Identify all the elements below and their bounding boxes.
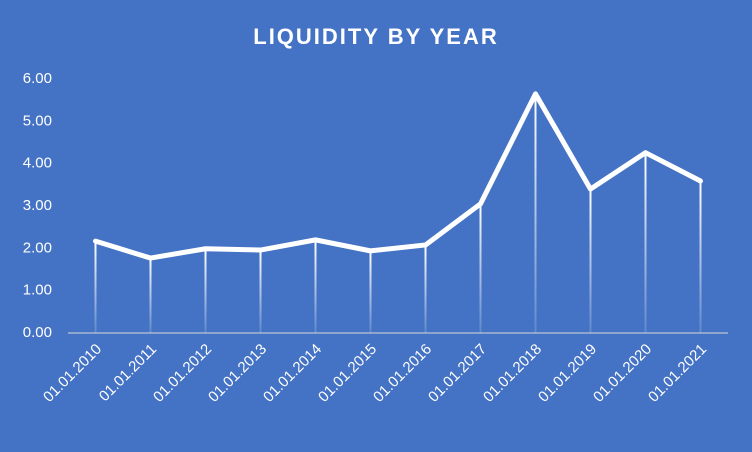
- drop-line: [479, 203, 482, 333]
- drop-line: [314, 239, 317, 333]
- drop-line: [369, 250, 372, 333]
- drop-line: [424, 244, 427, 333]
- y-tick-label: 1.00: [23, 282, 52, 299]
- drop-line: [259, 250, 262, 333]
- drop-line: [644, 152, 647, 333]
- y-tick-label: 3.00: [23, 197, 52, 214]
- drop-line: [534, 93, 537, 333]
- drop-line: [204, 248, 207, 333]
- y-tick-label: 5.00: [23, 112, 52, 129]
- y-tick-label: 6.00: [23, 70, 52, 87]
- drop-line: [589, 189, 592, 333]
- y-tick-label: 4.00: [23, 155, 52, 172]
- y-tick-label: 2.00: [23, 239, 52, 256]
- line: [93, 91, 703, 261]
- drop-line: [699, 181, 702, 333]
- drop-line: [149, 258, 152, 333]
- drop-line: [94, 241, 97, 333]
- y-tick-label: 0.00: [23, 324, 52, 341]
- chart-title: LIQUIDITY BY YEAR: [253, 24, 499, 49]
